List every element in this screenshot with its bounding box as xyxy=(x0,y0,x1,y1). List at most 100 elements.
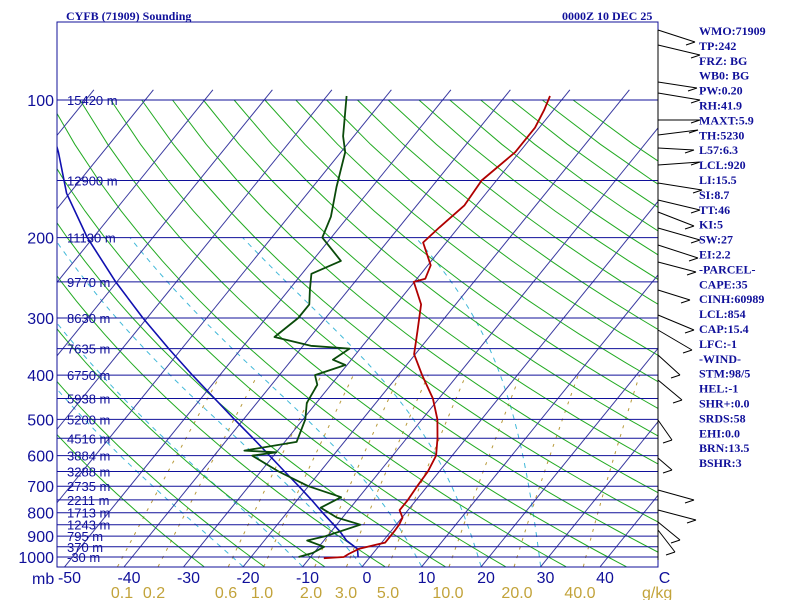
wind-barb xyxy=(657,489,695,501)
pressure-tick-label: 700 xyxy=(27,479,54,496)
wind-barb-flag xyxy=(690,99,701,104)
sounding-index-label: BSHR:3 xyxy=(699,456,742,470)
sounding-index-label: -WIND- xyxy=(699,352,741,366)
height-label: 5200 m xyxy=(67,412,110,427)
mixing-ratio-tick-label: 0.1 xyxy=(111,585,133,600)
sounding-index-label: TH:5230 xyxy=(699,128,744,142)
sounding-index-label: WMO:71909 xyxy=(699,24,766,38)
isotherm-0 xyxy=(361,200,658,567)
temperature-tick-label: -50 xyxy=(58,570,81,587)
mixing-ratio-line-3.0 xyxy=(346,374,429,567)
sounding-index-label: KI:5 xyxy=(699,218,723,232)
temperature-line xyxy=(323,95,551,560)
pressure-unit-label: mb xyxy=(32,571,54,588)
wind-barb xyxy=(657,44,701,56)
dry-adiabat-100 xyxy=(264,99,658,410)
dewpoint-line xyxy=(243,95,362,558)
wind-barb-flag xyxy=(692,189,703,194)
temperature-tick-label: C xyxy=(659,570,671,587)
moist-adiabat-20 xyxy=(242,237,482,567)
wind-barb-flag xyxy=(687,87,698,92)
mixing-ratio-tick-label: 2.0 xyxy=(300,585,322,600)
wind-barb xyxy=(657,244,699,259)
sounding-index-label: EI:2.2 xyxy=(699,248,731,262)
wind-barb-flag xyxy=(684,499,695,504)
sounding-index-label: L57:6.3 xyxy=(699,143,738,157)
dry-adiabat-200 xyxy=(572,99,658,162)
pressure-tick-label: 200 xyxy=(27,231,54,248)
dry-adiabat-110 xyxy=(295,99,658,383)
sounding-index-label: BRN:13.5 xyxy=(699,441,749,455)
isotherm--90 xyxy=(57,89,214,284)
parcel-line xyxy=(57,144,359,558)
mixing-ratio-tick-label: 40.0 xyxy=(564,585,595,600)
wind-barb xyxy=(657,147,695,151)
dry-adiabat-140 xyxy=(387,99,658,305)
dry-adiabat-lines xyxy=(57,99,658,567)
wind-barb-flag xyxy=(688,129,699,134)
sounding-index-label: CAP:15.4 xyxy=(699,322,749,336)
mixing-ratio-tick-label: 3.0 xyxy=(335,585,357,600)
wind-barb xyxy=(657,509,697,521)
wind-barb xyxy=(657,211,695,227)
height-label: 2735 m xyxy=(67,479,110,494)
isotherm--30 xyxy=(183,89,571,567)
height-label: 15420 m xyxy=(67,93,118,108)
wind-barb-flag xyxy=(684,225,695,230)
isotherm-20 xyxy=(480,347,658,567)
moist-adiabat-10 xyxy=(129,237,423,567)
dry-adiabat-20 xyxy=(57,167,506,567)
mixing-ratio-unit-label: g/kg xyxy=(642,585,672,600)
temperature-tick-label: -40 xyxy=(117,570,140,587)
temperature-tick-label: -20 xyxy=(236,570,259,587)
sounding-index-label: EHI:0.0 xyxy=(699,426,740,440)
wind-barb-flag xyxy=(684,149,695,154)
temperature-tick-label: 40 xyxy=(596,570,614,587)
wind-barb xyxy=(657,81,698,89)
sounding-index-label: PW:0.20 xyxy=(699,84,743,98)
sounding-index-label: LI:15.5 xyxy=(699,173,737,187)
isotherm--80 xyxy=(57,89,273,357)
wind-barb xyxy=(657,289,691,301)
sounding-index-label: TP:242 xyxy=(699,39,736,53)
dry-adiabat-130 xyxy=(357,99,658,331)
sounding-index-label: LFC:-1 xyxy=(699,337,737,351)
height-label: 2211 m xyxy=(67,493,109,508)
isotherm--20 xyxy=(242,89,630,567)
sounding-index-label: SRDS:58 xyxy=(699,411,746,425)
moist-adiabat--20 xyxy=(57,388,244,567)
mixing-ratio-line-0.6 xyxy=(227,374,322,567)
isotherm--70 xyxy=(57,89,333,431)
temperature-tick-label: -10 xyxy=(296,570,319,587)
isotherm-10 xyxy=(421,274,658,567)
isotherm-lines xyxy=(57,89,658,567)
mixing-ratio-line-2.0 xyxy=(314,374,401,567)
dewpoint-trace xyxy=(243,95,362,558)
wind-barb xyxy=(657,354,681,376)
mixing-ratio-line-0.1 xyxy=(117,374,221,567)
wind-barb-flag xyxy=(672,399,683,404)
wind-barb xyxy=(657,329,693,351)
wind-barb xyxy=(657,227,701,241)
wind-barb-flag xyxy=(665,551,676,556)
sounding-index-label: CAPE:35 xyxy=(699,277,748,291)
isotherm--100 xyxy=(57,89,154,210)
moist-adiabat-30 xyxy=(415,237,542,567)
wind-barb-flag xyxy=(662,439,673,444)
height-label: -30 m xyxy=(67,550,100,565)
wind-barb xyxy=(657,29,696,43)
sounding-index-label: SW:27 xyxy=(699,233,733,247)
height-label: 6750 m xyxy=(67,368,110,383)
dry-adiabat-170 xyxy=(480,99,658,232)
wind-barb-flag xyxy=(690,54,701,59)
temperature-trace xyxy=(323,95,551,560)
wind-barb-flag xyxy=(670,374,681,379)
pressure-axis-labels: 100 200 300 400 500 600 700 800 900 1000 xyxy=(18,93,54,567)
dry-adiabat-50 xyxy=(110,99,658,553)
wind-barb-flag xyxy=(686,519,697,524)
height-label: 370 m xyxy=(67,540,103,555)
height-label: 3884 m xyxy=(67,449,110,464)
height-label: 1713 m xyxy=(67,506,110,521)
height-label: 3288 m xyxy=(67,465,110,480)
